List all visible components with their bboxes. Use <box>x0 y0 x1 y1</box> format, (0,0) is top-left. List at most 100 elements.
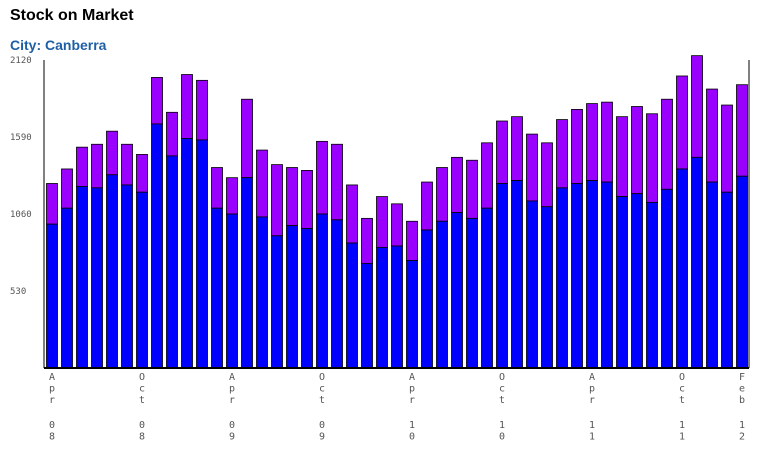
x-tick-year-char: 1 <box>589 432 595 443</box>
bar-segment-top <box>421 181 433 231</box>
x-axis-ticks: Apr08Oct08Apr09Oct09Apr10Oct10Apr11Oct11… <box>49 372 745 443</box>
bar-segment-base <box>46 223 58 369</box>
bar-segment-top <box>121 143 133 186</box>
bar-segment-base <box>496 183 508 369</box>
bar-segment-base <box>526 200 538 369</box>
x-tick-month-char: c <box>499 384 505 395</box>
bar-segment-base <box>61 207 73 369</box>
bar-segment-top <box>571 108 583 184</box>
bar-segment-top <box>346 184 358 244</box>
bar-segment-base <box>391 245 403 369</box>
bar-segment-top <box>61 168 73 209</box>
bar-segment-base <box>76 185 88 369</box>
bar-segment-base <box>211 207 223 369</box>
bar-segment-base <box>106 174 118 369</box>
x-tick-year-char: 1 <box>739 420 745 431</box>
bar-segment-top <box>46 183 58 225</box>
x-tick-year-char: 1 <box>589 420 595 431</box>
x-tick-month-char: A <box>49 372 55 383</box>
x-tick-month-char: A <box>229 372 235 383</box>
x-tick-month-char: r <box>589 395 595 406</box>
x-tick-year-char: 1 <box>409 420 415 431</box>
bar-segment-base <box>466 217 478 369</box>
x-tick-label: Apr 11 <box>589 372 595 443</box>
bar-segment-top <box>376 196 388 248</box>
bar-segment-top <box>706 88 718 183</box>
bar-segment-base <box>451 212 463 369</box>
bar-segment-top <box>601 101 613 183</box>
bar-segment-base <box>331 219 343 369</box>
bar-segment-base <box>181 138 193 369</box>
x-tick-month-char: p <box>49 384 55 395</box>
x-tick-month-char: F <box>739 372 745 383</box>
x-tick-label: Apr 10 <box>409 372 415 443</box>
x-tick-label: Oct 11 <box>679 372 685 443</box>
bar-segment-base <box>616 196 628 369</box>
bar-segment-base <box>421 229 433 369</box>
bar-segment-top <box>451 156 463 213</box>
bar-segment-top <box>556 119 568 189</box>
bar-segment-top <box>361 217 373 264</box>
bar-segment-base <box>406 260 418 369</box>
bar-segment-base <box>121 184 133 369</box>
bar-segment-base <box>646 201 658 369</box>
bar-segment-top <box>181 74 193 139</box>
x-tick-year-char: 2 <box>739 432 745 443</box>
bar-segment-top <box>151 77 163 125</box>
bar-segment-base <box>226 213 238 369</box>
bar-segment-base <box>601 181 613 369</box>
x-tick-year-char: 0 <box>139 420 145 431</box>
x-tick-year-char: 9 <box>229 432 235 443</box>
bar-segment-base <box>151 123 163 369</box>
bar-segment-base <box>511 180 523 369</box>
bar-segment-top <box>211 167 223 209</box>
bar-segment-base <box>721 191 733 369</box>
bar-series <box>46 55 748 369</box>
x-tick-year-char: 1 <box>679 432 685 443</box>
x-tick-year-char: 0 <box>319 420 325 431</box>
x-tick-month-char: O <box>679 372 685 383</box>
x-tick-month-char: p <box>229 384 235 395</box>
x-tick-month-char: A <box>589 372 595 383</box>
x-tick-month-char: r <box>49 395 55 406</box>
bar-segment-top <box>526 133 538 202</box>
bar-segment-top <box>481 142 493 209</box>
bar-segment-top <box>271 164 283 237</box>
bar-segment-base <box>541 206 553 369</box>
bar-segment-top <box>241 98 253 179</box>
bar-segment-base <box>301 228 313 369</box>
bar-segment-top <box>226 177 238 215</box>
bar-segment-top <box>166 111 178 157</box>
bar-segment-top <box>721 104 733 193</box>
bar-segment-base <box>346 242 358 369</box>
y-tick-label: 1590 <box>10 133 32 143</box>
bar-segment-base <box>736 175 748 369</box>
bar-segment-top <box>676 75 688 170</box>
x-tick-month-char: c <box>139 384 145 395</box>
x-tick-year-char: 9 <box>319 432 325 443</box>
x-tick-month-char: A <box>409 372 415 383</box>
bar-segment-base <box>166 155 178 369</box>
bar-segment-top <box>541 142 553 208</box>
bar-segment-base <box>196 139 208 369</box>
bar-segment-base <box>631 193 643 369</box>
bar-segment-top <box>106 130 118 176</box>
x-tick-label: Oct 08 <box>139 372 145 443</box>
x-tick-label: Apr 08 <box>49 372 55 443</box>
bar-segment-top <box>466 159 478 219</box>
bar-segment-top <box>76 146 88 187</box>
x-tick-year-char: 0 <box>409 432 415 443</box>
x-tick-label: Apr 09 <box>229 372 235 443</box>
bar-segment-top <box>436 167 448 222</box>
x-tick-year-char: 8 <box>49 432 55 443</box>
bar-segment-top <box>646 113 658 203</box>
x-tick-year-char: 8 <box>139 432 145 443</box>
bar-segment-top <box>331 143 343 221</box>
y-tick-label: 530 <box>10 287 26 297</box>
bar-segment-base <box>571 183 583 369</box>
x-tick-label: Oct 09 <box>319 372 325 443</box>
bar-segment-top <box>316 140 328 215</box>
x-tick-month-char: r <box>229 395 235 406</box>
bar-segment-top <box>661 98 673 190</box>
x-tick-month-char: t <box>319 395 325 406</box>
